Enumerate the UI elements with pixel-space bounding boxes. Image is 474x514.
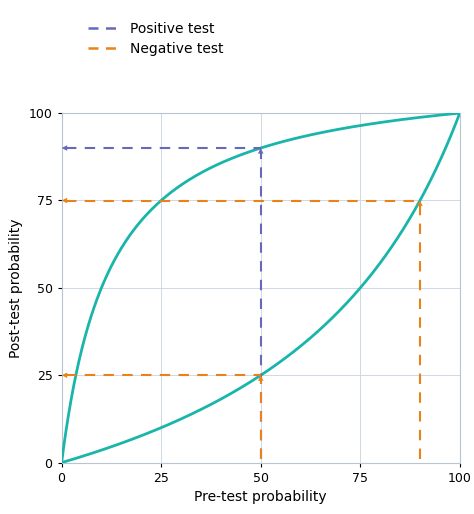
X-axis label: Pre-test probability: Pre-test probability (194, 490, 327, 504)
Y-axis label: Post-test probability: Post-test probability (9, 218, 23, 358)
Legend: Positive test, Negative test: Positive test, Negative test (89, 22, 224, 56)
